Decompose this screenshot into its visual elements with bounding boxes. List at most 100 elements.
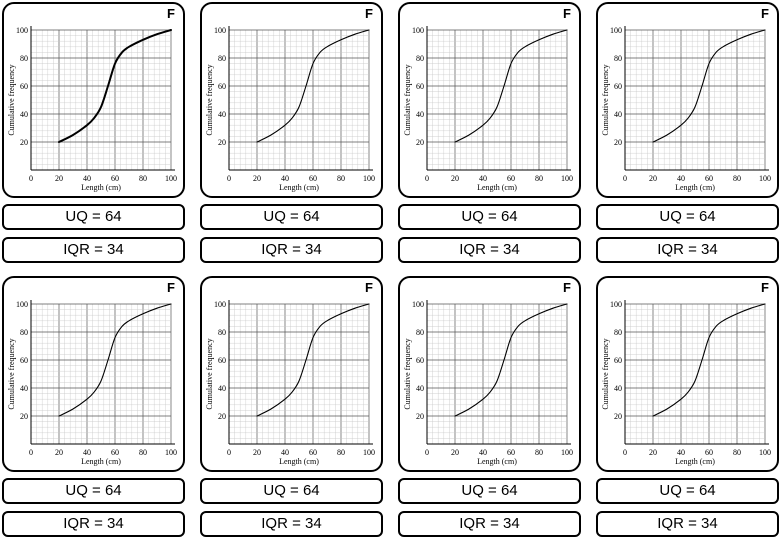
- graph-card: 0 20 40 60 80 100 20 40 60 80 100 Length (cm) Cumula…: [2, 276, 185, 472]
- y-tick-label: 60: [218, 356, 226, 365]
- card-letter: F: [167, 280, 175, 295]
- x-tick-label: 100: [561, 448, 573, 457]
- x-tick-label: 20: [649, 448, 657, 457]
- graph-card: 0 20 40 60 80 100 20 40 60 80 100 Length (cm) Cumula…: [398, 276, 581, 472]
- x-tick-label: 100: [561, 174, 573, 183]
- x-tick-label: 80: [535, 174, 543, 183]
- x-tick-label: 40: [479, 448, 487, 457]
- y-axis-label: Cumulative frequency: [403, 338, 412, 409]
- cumulative-frequency-chart: 0 20 40 60 80 100 20 40 60 80 100 Length (cm) Cumula…: [205, 26, 375, 192]
- x-axis-label: Length (cm): [675, 457, 715, 466]
- iqr-box: IQR = 34: [596, 511, 779, 537]
- x-tick-label: 20: [253, 448, 261, 457]
- x-axis-label: Length (cm): [675, 183, 715, 192]
- cumulative-frequency-chart: 0 20 40 60 80 100 20 40 60 80 100 Length (cm) Cumula…: [205, 300, 375, 466]
- card-letter: F: [365, 6, 373, 21]
- graph-card: 0 20 40 60 80 100 20 40 60 80 100 Length (cm) Cumula…: [596, 2, 779, 198]
- iqr-box: IQR = 34: [2, 237, 185, 263]
- uq-box: UQ = 64: [200, 204, 383, 230]
- y-tick-label: 60: [614, 82, 622, 91]
- x-tick-label: 60: [507, 174, 515, 183]
- x-tick-label: 20: [451, 174, 459, 183]
- y-tick-label: 40: [20, 384, 28, 393]
- x-tick-label: 0: [425, 448, 429, 457]
- iqr-box: IQR = 34: [398, 237, 581, 263]
- x-tick-label: 60: [705, 174, 713, 183]
- y-tick-label: 80: [20, 54, 28, 63]
- cumulative-frequency-chart: 0 20 40 60 80 100 20 40 60 80 100 Length (cm) Cumula…: [403, 300, 573, 466]
- cumulative-frequency-chart: 0 20 40 60 80 100 20 40 60 80 100 Length (cm) Cumula…: [601, 26, 771, 192]
- uq-box: UQ = 64: [200, 478, 383, 504]
- x-tick-label: 0: [29, 174, 33, 183]
- y-tick-label: 60: [20, 82, 28, 91]
- y-tick-label: 20: [20, 138, 28, 147]
- y-axis-label: Cumulative frequency: [601, 338, 610, 409]
- x-tick-label: 40: [83, 448, 91, 457]
- x-tick-label: 40: [83, 174, 91, 183]
- y-tick-label: 20: [614, 412, 622, 421]
- graph-card: 0 20 40 60 80 100 20 40 60 80 100 Length (cm) Cumula…: [200, 276, 383, 472]
- y-tick-label: 40: [614, 110, 622, 119]
- y-tick-label: 20: [20, 412, 28, 421]
- x-tick-label: 80: [139, 174, 147, 183]
- uq-box: UQ = 64: [2, 478, 185, 504]
- iqr-box: IQR = 34: [2, 511, 185, 537]
- cumulative-frequency-curve: [58, 303, 172, 417]
- y-tick-label: 40: [218, 384, 226, 393]
- x-axis-label: Length (cm): [477, 183, 517, 192]
- y-tick-label: 80: [20, 328, 28, 337]
- x-axis-label: Length (cm): [477, 457, 517, 466]
- x-tick-label: 80: [733, 174, 741, 183]
- cumulative-frequency-curve: [652, 303, 766, 417]
- uq-box: UQ = 64: [596, 478, 779, 504]
- x-tick-label: 20: [55, 448, 63, 457]
- y-tick-label: 80: [218, 328, 226, 337]
- y-tick-label: 80: [218, 54, 226, 63]
- y-tick-label: 100: [214, 300, 226, 309]
- y-tick-label: 80: [416, 328, 424, 337]
- y-tick-label: 60: [416, 82, 424, 91]
- cumulative-frequency-curve: [454, 29, 568, 143]
- cumulative-frequency-chart: 0 20 40 60 80 100 20 40 60 80 100 Length (cm) Cumula…: [601, 300, 771, 466]
- x-tick-label: 0: [227, 174, 231, 183]
- y-axis-label: Cumulative frequency: [205, 338, 214, 409]
- y-tick-label: 40: [416, 384, 424, 393]
- x-tick-label: 0: [227, 448, 231, 457]
- x-tick-label: 80: [733, 448, 741, 457]
- card-letter: F: [563, 6, 571, 21]
- x-tick-label: 0: [623, 448, 627, 457]
- y-tick-label: 100: [610, 300, 622, 309]
- cumulative-frequency-curve: [58, 29, 172, 143]
- cumulative-frequency-curve: [454, 303, 568, 417]
- x-tick-label: 60: [111, 174, 119, 183]
- x-axis-label: Length (cm): [279, 183, 319, 192]
- y-tick-label: 20: [416, 412, 424, 421]
- x-tick-label: 100: [165, 174, 177, 183]
- card-letter: F: [761, 6, 769, 21]
- uq-box: UQ = 64: [398, 478, 581, 504]
- card-letter: F: [761, 280, 769, 295]
- y-tick-label: 80: [614, 328, 622, 337]
- y-tick-label: 100: [412, 26, 424, 35]
- y-axis-label: Cumulative frequency: [7, 64, 16, 135]
- cumulative-frequency-chart: 0 20 40 60 80 100 20 40 60 80 100 Length (cm) Cumula…: [7, 26, 177, 192]
- y-tick-label: 80: [614, 54, 622, 63]
- cumulative-frequency-chart: 0 20 40 60 80 100 20 40 60 80 100 Length (cm) Cumula…: [7, 300, 177, 466]
- y-axis-label: Cumulative frequency: [601, 64, 610, 135]
- iqr-box: IQR = 34: [200, 511, 383, 537]
- x-tick-label: 100: [363, 174, 375, 183]
- x-tick-label: 20: [253, 174, 261, 183]
- graph-card: 0 20 40 60 80 100 20 40 60 80 100 Length (cm) Cumula…: [200, 2, 383, 198]
- graph-card: 0 20 40 60 80 100 20 40 60 80 100 Length (cm) Cumula…: [596, 276, 779, 472]
- card-letter: F: [365, 280, 373, 295]
- graph-card: 0 20 40 60 80 100 20 40 60 80 100 Length (cm) Cumula…: [398, 2, 581, 198]
- y-tick-label: 20: [218, 412, 226, 421]
- y-axis-label: Cumulative frequency: [205, 64, 214, 135]
- y-tick-label: 20: [218, 138, 226, 147]
- x-tick-label: 40: [281, 174, 289, 183]
- x-tick-label: 100: [363, 448, 375, 457]
- y-tick-label: 80: [416, 54, 424, 63]
- x-tick-label: 80: [337, 448, 345, 457]
- y-tick-label: 40: [416, 110, 424, 119]
- x-tick-label: 80: [535, 448, 543, 457]
